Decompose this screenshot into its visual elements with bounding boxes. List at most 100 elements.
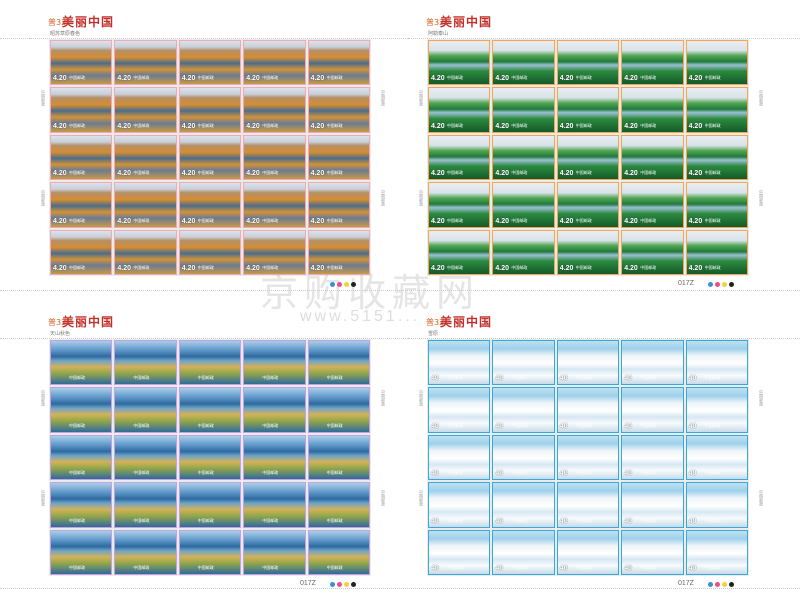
stamp-country: 中国邮政 bbox=[575, 75, 592, 81]
stamp: 中国邮政 bbox=[243, 387, 306, 433]
stamp-sheet-autumn: 普32 美丽中国 昭苏草原春色 中国邮政 中国邮政 中国邮政 中国邮政 4.20… bbox=[30, 10, 392, 290]
stamp-value: 4.20 bbox=[431, 217, 445, 225]
stamp-grid: 中国邮政 中国邮政 中国邮政 中国邮政 中国邮政 中国邮政 中国邮政 中国邮政 中国邮政 中国邮政… bbox=[50, 340, 370, 575]
stamp: 4.20 中国邮政 bbox=[621, 87, 684, 133]
stamp: 中国邮政 bbox=[243, 434, 306, 481]
stamp: 中国邮政 bbox=[114, 387, 177, 433]
stamp-country: 中国邮政 bbox=[704, 375, 721, 381]
stamp: 40 中国邮政 bbox=[556, 387, 620, 433]
stamp-country: 中国邮政 bbox=[133, 217, 150, 223]
stamp: 4.20 中国邮政 bbox=[685, 87, 748, 133]
stamp-value: 4.20 bbox=[117, 75, 132, 83]
stamp: 40 中国邮政 bbox=[428, 482, 491, 528]
stamp: 4.20 中国邮政 bbox=[50, 134, 113, 181]
stamp: 40 中国邮政 bbox=[492, 529, 555, 575]
stamp-country: 中国邮政 bbox=[447, 170, 463, 176]
sheet-header: 普32 美丽中国 阿勒泰山 bbox=[408, 10, 770, 40]
stamp-country: 中国邮政 bbox=[133, 422, 150, 428]
stamp: 中国邮政 bbox=[50, 529, 113, 575]
stamp: 中国邮政 bbox=[114, 529, 177, 575]
stamp-value: 4.20 bbox=[431, 265, 445, 272]
stamp-country: 中国邮政 bbox=[704, 517, 721, 523]
stamp: 中国邮政 bbox=[178, 340, 242, 386]
stamp-country: 中国邮政 bbox=[69, 517, 85, 523]
stamp-country: 中国邮政 bbox=[704, 565, 721, 570]
stamp: 中国邮政 bbox=[307, 434, 370, 481]
color-dot bbox=[344, 282, 349, 287]
series-badge: 普32 bbox=[48, 318, 67, 327]
stamp-country: 中国邮政 bbox=[447, 217, 463, 223]
stamp-value: 4.20 bbox=[181, 122, 196, 130]
stamp: 40 中国邮政 bbox=[492, 482, 555, 528]
side-margin-text: 中国邮政 bbox=[419, 190, 424, 206]
color-dot bbox=[330, 582, 335, 587]
stamp-value: 4.20 bbox=[495, 122, 510, 130]
stamp-country: 中国邮政 bbox=[262, 217, 279, 223]
stamp: 中国邮政 bbox=[114, 434, 177, 481]
stamp: 4.20 中国邮政 bbox=[50, 40, 113, 86]
stamp: 中国邮政 bbox=[178, 482, 242, 528]
stamp-value: 4.20 bbox=[246, 265, 260, 272]
stamp: 4.20 中国邮政 bbox=[492, 87, 555, 133]
stamp-value: 40 bbox=[688, 517, 697, 525]
stamp: 中国邮政 bbox=[307, 482, 370, 528]
stamp: 4.20 中国邮政 bbox=[307, 182, 370, 228]
stamp-country: 中国邮政 bbox=[69, 75, 85, 81]
stamp-country: 中国邮政 bbox=[262, 470, 279, 476]
stamp-country: 中国邮政 bbox=[704, 422, 721, 428]
stamp-value: 4.20 bbox=[559, 217, 574, 225]
stamp-country: 中国邮政 bbox=[133, 470, 150, 476]
stamp: 40 中国邮政 bbox=[685, 387, 748, 433]
side-margin-text: 中国邮政 bbox=[759, 490, 764, 506]
side-margin-text: 中国邮政 bbox=[41, 190, 46, 206]
stamp: 40 中国邮政 bbox=[556, 529, 620, 575]
color-dot bbox=[330, 282, 335, 287]
stamp-country: 中国邮政 bbox=[704, 217, 721, 223]
stamp-country: 中国邮政 bbox=[326, 265, 343, 270]
color-dot bbox=[729, 282, 734, 287]
stamp-value: 4.20 bbox=[495, 75, 510, 83]
stamp-country: 中国邮政 bbox=[197, 565, 214, 570]
stamp-country: 中国邮政 bbox=[511, 565, 528, 570]
stamp-value: 40 bbox=[495, 375, 504, 383]
stamp-country: 中国邮政 bbox=[262, 265, 279, 270]
stamp-value: 4.20 bbox=[310, 122, 325, 130]
stamp-value: 4.20 bbox=[310, 217, 325, 225]
stamp-country: 中国邮政 bbox=[447, 75, 463, 81]
stamp-country: 中国邮政 bbox=[575, 122, 592, 128]
side-margin-text: 中国邮政 bbox=[759, 90, 764, 106]
side-margin-text: 中国邮政 bbox=[419, 390, 424, 406]
color-registration-dots bbox=[708, 282, 734, 287]
stamp-value: 4.20 bbox=[53, 265, 67, 272]
stamp-country: 中国邮政 bbox=[704, 75, 721, 81]
stamp-country: 中国邮政 bbox=[326, 75, 343, 81]
series-badge: 普32 bbox=[426, 318, 445, 327]
color-dot bbox=[715, 282, 720, 287]
side-margin-text: 中国邮政 bbox=[759, 390, 764, 406]
stamp-country: 中国邮政 bbox=[704, 170, 721, 176]
stamp: 中国邮政 bbox=[243, 340, 306, 386]
stamp-country: 中国邮政 bbox=[575, 517, 592, 523]
stamp: 中国邮政 bbox=[114, 340, 177, 386]
stamp: 中国邮政 bbox=[50, 482, 113, 528]
stamp-value: 40 bbox=[431, 470, 439, 478]
stamp: 4.20 中国邮政 bbox=[243, 182, 306, 228]
stamp: 40 中国邮政 bbox=[621, 434, 684, 481]
stamp-value: 40 bbox=[688, 565, 697, 572]
watermark-url: www.5151... bbox=[300, 308, 421, 325]
stamp-country: 中国邮政 bbox=[197, 517, 214, 523]
stamp: 40 中国邮政 bbox=[621, 482, 684, 528]
stamp-country: 中国邮政 bbox=[640, 170, 657, 176]
stamp-country: 中国邮政 bbox=[133, 375, 150, 381]
stamp: 40 中国邮政 bbox=[685, 529, 748, 575]
stamp-country: 中国邮政 bbox=[704, 470, 721, 476]
stamp-country: 中国邮政 bbox=[69, 217, 85, 223]
stamp: 4.20 中国邮政 bbox=[243, 87, 306, 133]
stamp: 4.20 中国邮政 bbox=[114, 40, 177, 86]
stamp: 中国邮政 bbox=[178, 434, 242, 481]
series-badge: 普32 bbox=[426, 18, 445, 27]
stamp-value: 4.20 bbox=[431, 122, 445, 130]
stamp: 40 中国邮政 bbox=[685, 340, 748, 386]
sheet-title: 雪原 bbox=[428, 331, 439, 337]
sheet-title: 昭苏草原春色 bbox=[50, 31, 81, 37]
